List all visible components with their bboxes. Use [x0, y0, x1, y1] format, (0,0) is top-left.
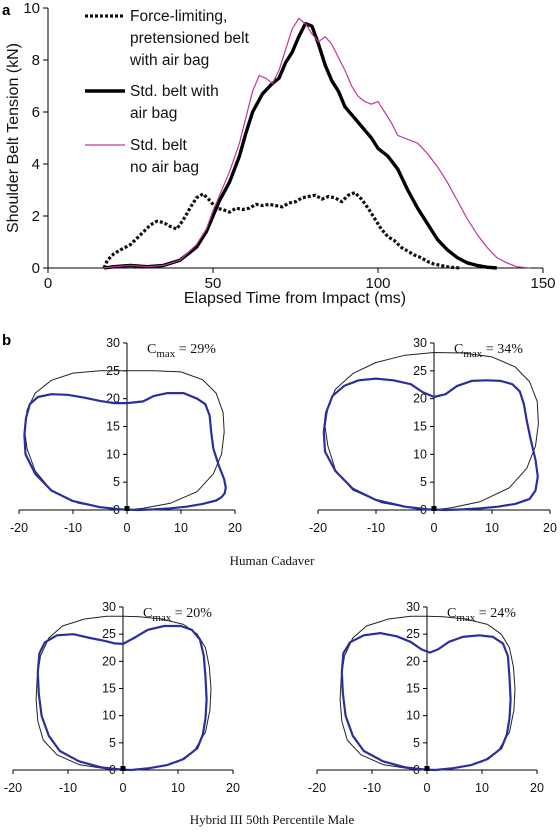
x-tick-label: 0 — [124, 521, 131, 535]
cadaver-chart-right: -20 -10 0 10 20 0 5 10 15 20 25 30 Cmax = 34% — [309, 336, 557, 535]
legend-label-1: Std. belt with — [130, 83, 219, 100]
reference-contour — [23, 370, 225, 511]
panel-a-label: a — [2, 2, 11, 19]
x-tick-label: 50 — [205, 275, 222, 292]
cmax-label: Cmax = 34% — [454, 342, 523, 360]
cmax-label: Cmax = 20% — [143, 606, 212, 624]
deformed-contour — [322, 377, 539, 512]
y-tick-label: 25 — [102, 627, 116, 641]
x-tick-label: -20 — [308, 781, 326, 795]
y-tick-label: 15 — [406, 682, 420, 696]
legend-label-1: air bag — [130, 105, 177, 122]
x-tick-label: 10 — [171, 781, 185, 795]
y-tick-label: 20 — [406, 654, 420, 668]
series-line-1 — [103, 21, 497, 270]
legend-label-0: with air bag — [129, 52, 209, 69]
x-tick-label: 10 — [475, 781, 489, 795]
caption-human-cadaver: Human Cadaver — [230, 553, 316, 568]
y-tick-label: 10 — [413, 447, 427, 461]
x-tick-label: -10 — [363, 781, 381, 795]
hybrid-chart-right: -20 -10 0 10 20 0 5 10 15 20 25 30 Cmax = 24% — [308, 600, 544, 795]
legend-label-2: no air bag — [130, 159, 199, 176]
y-axis-label: Shoulder Belt Tension (kN) — [5, 43, 22, 233]
y-tick-label: 10 — [102, 709, 116, 723]
hybrid-chart-left: -20 -10 0 10 20 0 5 10 15 20 25 30 Cmax = 20% — [4, 600, 240, 795]
cmax-label: Cmax = 24% — [447, 606, 516, 624]
y-tick-label: 10 — [106, 447, 120, 461]
y-tick-label: 20 — [413, 392, 427, 406]
legend-label-0: pretensioned belt — [130, 30, 250, 47]
y-tick-label: 10 — [23, 0, 40, 17]
y-tick-label: 20 — [102, 654, 116, 668]
x-tick-label: 20 — [530, 781, 544, 795]
x-axis-label: Elapsed Time from Impact (ms) — [184, 290, 406, 307]
y-tick-label: 0 — [32, 260, 40, 277]
origin-marker — [120, 766, 126, 771]
series-line-2 — [104, 17, 530, 269]
x-tick-label: 20 — [543, 521, 557, 535]
y-tick-label: 0 — [413, 763, 420, 777]
x-tick-label: 20 — [228, 521, 242, 535]
deformed-contour — [23, 392, 227, 512]
y-tick-label: 30 — [106, 336, 120, 350]
y-tick-label: 15 — [102, 682, 116, 696]
y-tick-label: 25 — [413, 364, 427, 378]
x-tick-label: 10 — [485, 521, 499, 535]
x-tick-label: -10 — [367, 521, 385, 535]
x-tick-label: 20 — [226, 781, 240, 795]
y-tick-label: 0 — [420, 503, 427, 517]
x-tick-label: -10 — [59, 781, 77, 795]
x-tick-label: 0 — [120, 781, 127, 795]
x-tick-label: 0 — [424, 781, 431, 795]
y-tick-label: 5 — [420, 475, 427, 489]
reference-contour — [339, 615, 516, 771]
x-tick-label: 150 — [530, 275, 555, 292]
origin-marker — [431, 506, 437, 511]
cmax-label: Cmax = 29% — [147, 342, 216, 360]
x-tick-label: -20 — [4, 781, 22, 795]
deformed-contour — [340, 632, 512, 772]
y-tick-label: 0 — [113, 503, 120, 517]
origin-marker — [424, 766, 430, 771]
x-tick-label: -20 — [10, 521, 28, 535]
y-tick-label: 6 — [32, 104, 40, 121]
belt-tension-chart: 0 50 100 150 0 2 4 6 8 10 Force-limiting, pretensi… — [5, 0, 556, 307]
y-tick-label: 30 — [413, 336, 427, 350]
legend-label-2: Std. belt — [130, 137, 188, 154]
y-tick-label: 30 — [102, 600, 116, 614]
x-tick-label: 100 — [365, 275, 390, 292]
y-tick-label: 8 — [32, 52, 40, 69]
y-tick-label: 25 — [406, 627, 420, 641]
origin-marker — [124, 506, 130, 511]
y-tick-label: 15 — [106, 420, 120, 434]
x-tick-label: -10 — [64, 521, 82, 535]
panel-b-label: b — [2, 332, 11, 349]
x-tick-label: -20 — [309, 521, 327, 535]
x-tick-label: 0 — [431, 521, 438, 535]
reference-contour — [324, 352, 539, 511]
deformed-contour — [36, 624, 208, 772]
y-tick-label: 0 — [109, 763, 116, 777]
y-tick-label: 4 — [32, 156, 40, 173]
caption-hybrid-iii: Hybrid III 50th Percentile Male — [190, 812, 355, 827]
y-tick-label: 5 — [113, 475, 120, 489]
y-tick-label: 10 — [406, 709, 420, 723]
y-tick-label: 5 — [413, 736, 420, 750]
y-tick-label: 5 — [109, 736, 116, 750]
legend-label-0: Force-limiting, — [130, 8, 227, 25]
series-line-0 — [102, 191, 461, 270]
legend: Force-limiting, pretensioned belt with air… — [85, 8, 250, 176]
y-tick-label: 2 — [32, 208, 40, 225]
reference-contour — [35, 615, 212, 771]
y-tick-label: 15 — [413, 420, 427, 434]
x-tick-label: 10 — [174, 521, 188, 535]
y-tick-label: 30 — [406, 600, 420, 614]
x-tick-label: 0 — [44, 275, 52, 292]
